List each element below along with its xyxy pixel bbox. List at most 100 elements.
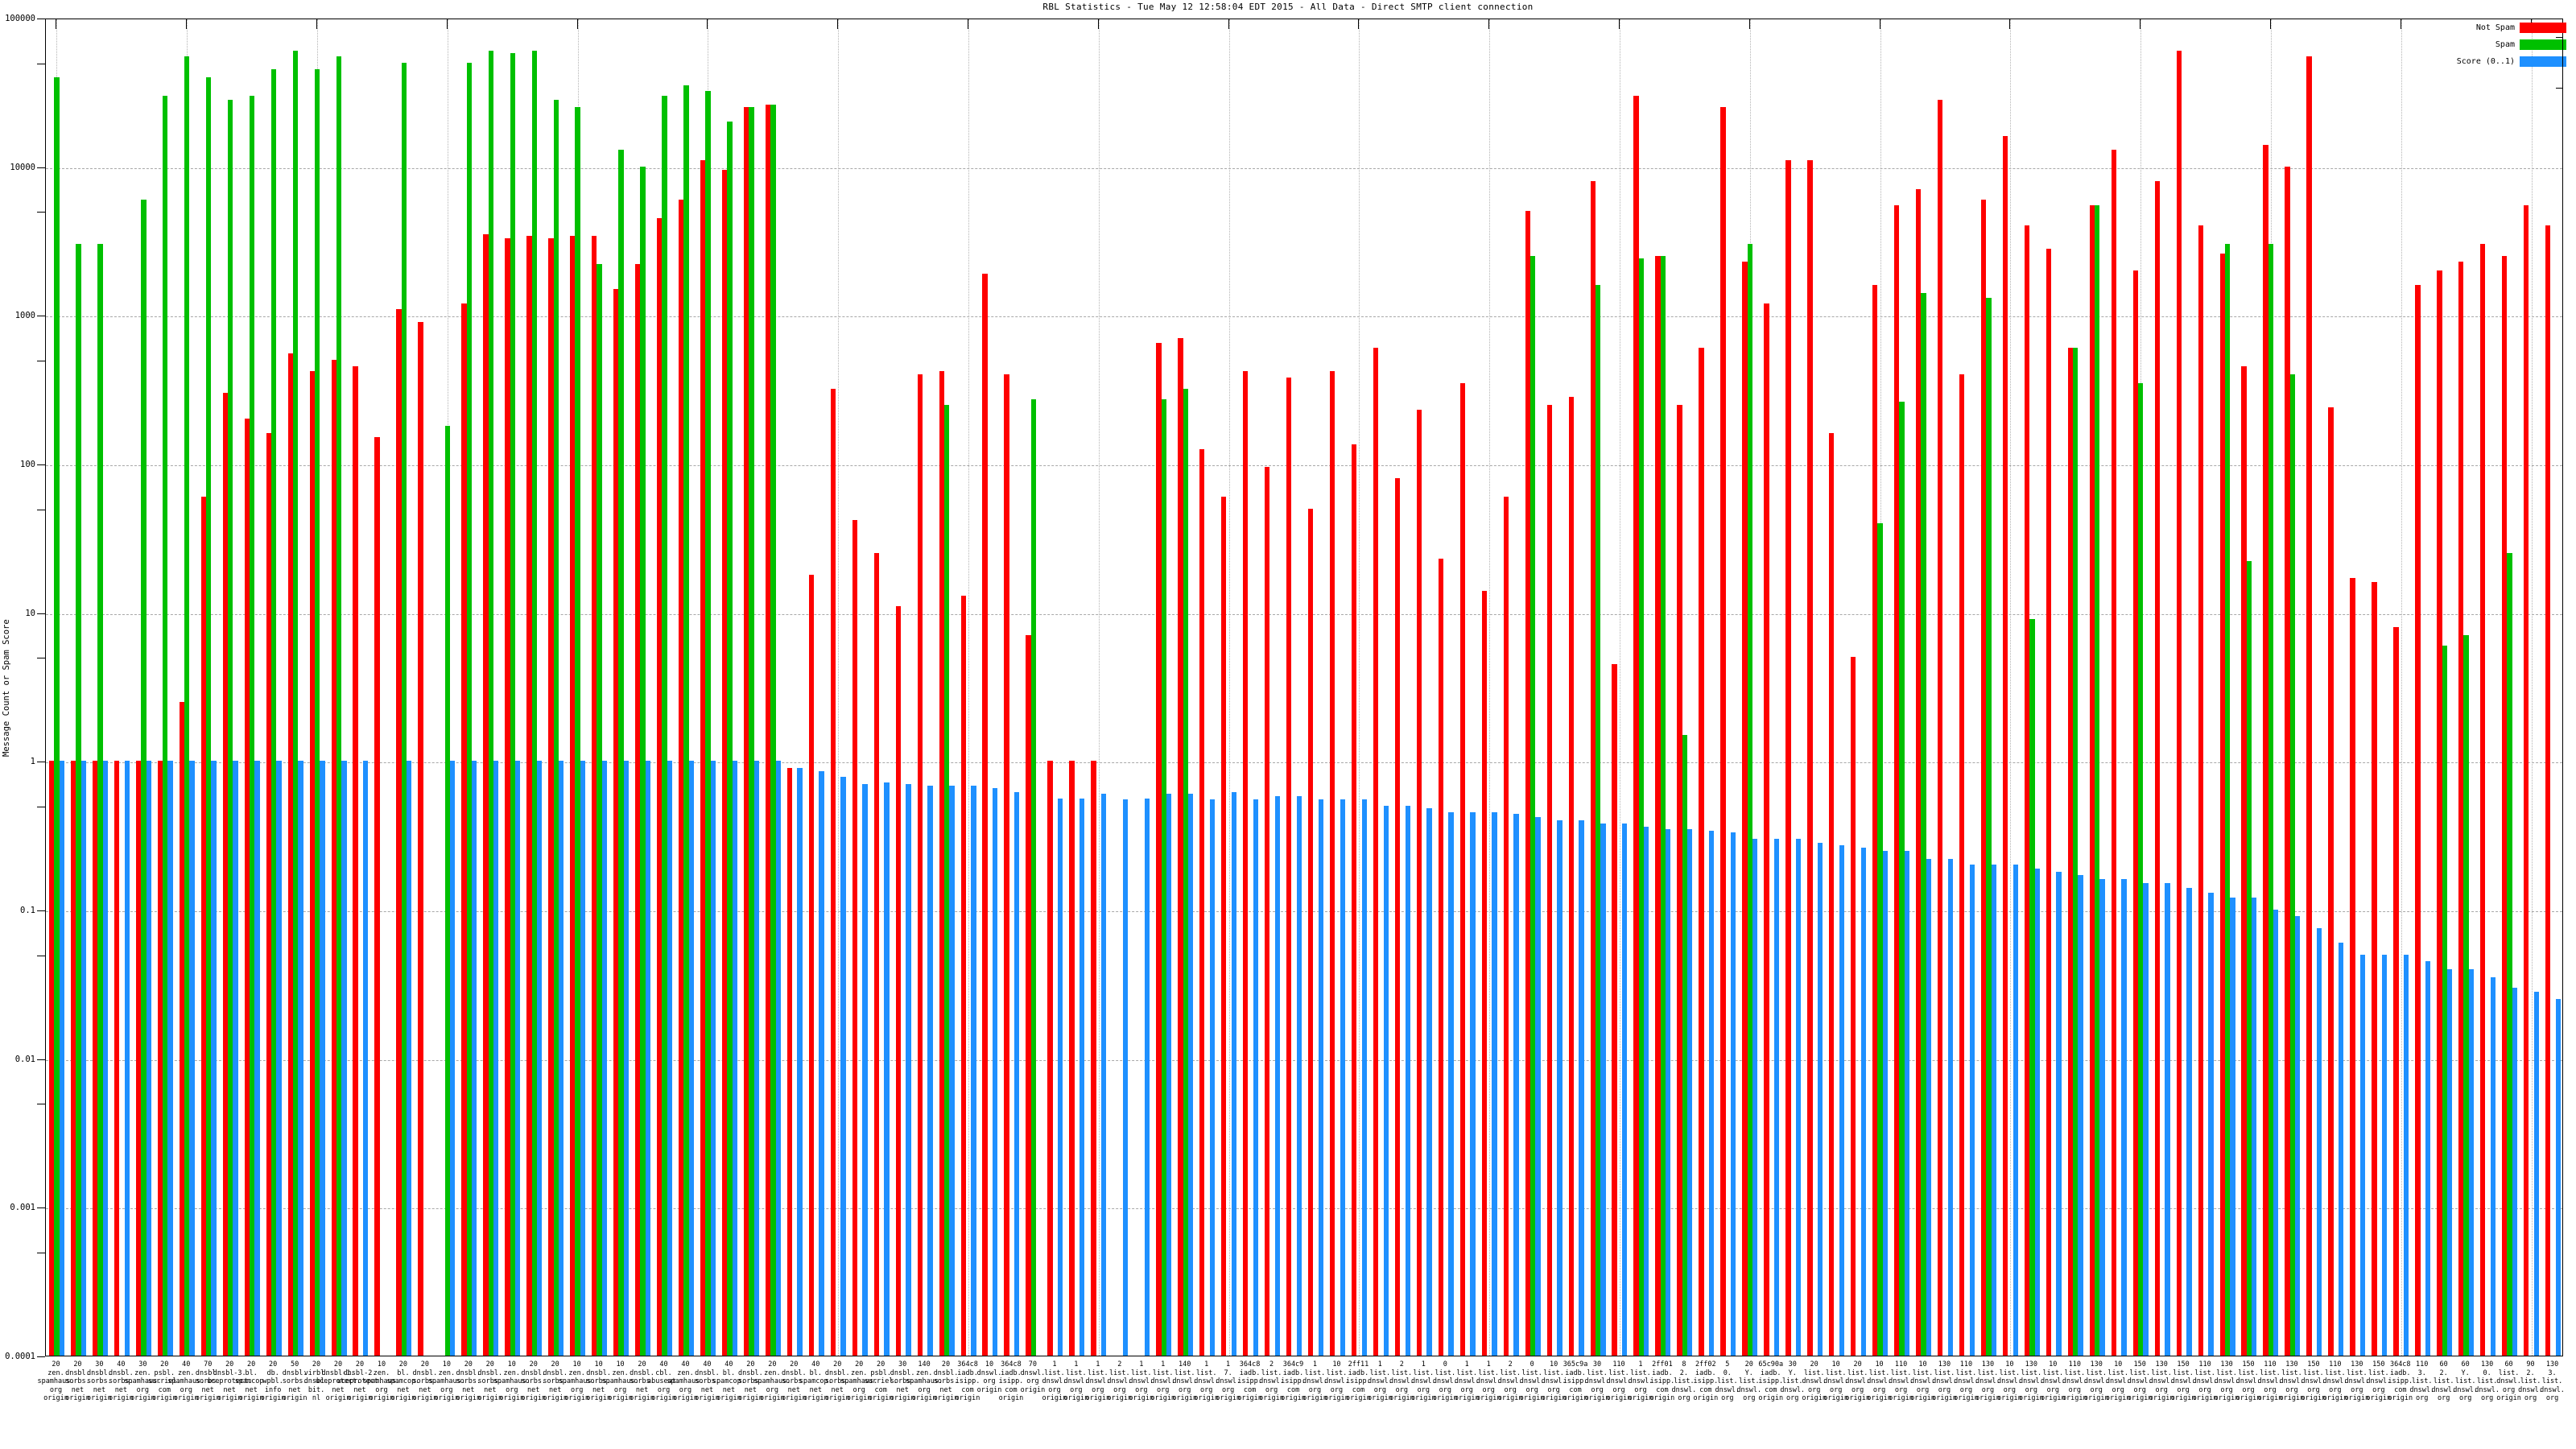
bar-notspam xyxy=(2350,578,2355,1356)
bar-group xyxy=(1717,19,1739,1356)
bar-group xyxy=(2477,19,2499,1356)
bar-score xyxy=(1817,843,1823,1356)
bar-score xyxy=(1644,827,1649,1356)
bar-score xyxy=(1666,828,1671,1356)
x-axis-label: 150 list. dnswl. org origin xyxy=(2235,1360,2261,1402)
bar-score xyxy=(2252,898,2257,1356)
bar-group xyxy=(2130,19,2152,1356)
x-axis-label: 1 list. dnswl. org origin xyxy=(1042,1360,1067,1402)
x-axis-label: 1 list. dnswl. org origin xyxy=(1628,1360,1653,1402)
bar-notspam xyxy=(244,419,250,1356)
bar-spam xyxy=(2246,561,2252,1356)
x-axis-label: 10 list. dnswl. org origin xyxy=(1997,1360,2022,1402)
x-axis-label: 10 zen. spamhaus. org origin xyxy=(362,1360,400,1402)
bar-score xyxy=(732,761,737,1356)
bar-group xyxy=(1435,19,1457,1356)
x-axis-label: 90 2. list. dnswl. org xyxy=(2518,1360,2543,1402)
bar-score xyxy=(2165,883,2170,1356)
y-axis-tick xyxy=(37,1356,45,1357)
bar-score xyxy=(102,761,108,1356)
x-axis-label: 10 list. dnswl. org origin xyxy=(2040,1360,2066,1402)
bar-score xyxy=(2446,968,2453,1356)
bar-group xyxy=(1001,19,1022,1356)
bar-score xyxy=(2121,879,2127,1356)
bar-score xyxy=(167,761,173,1356)
bar-score xyxy=(1058,798,1063,1356)
bar-notspam xyxy=(1525,211,1530,1356)
x-axis-label: 5 0. list. dnswl. org xyxy=(1715,1360,1740,1402)
bar-group xyxy=(436,19,458,1356)
bar-score xyxy=(2317,928,2322,1356)
bar-score xyxy=(146,761,151,1356)
bar-notspam xyxy=(1243,370,1249,1356)
x-axis-label: 20 dnsbl-3. uceprotect. net origin xyxy=(207,1360,253,1402)
x-axis-label: 30 dnsbl. sorbs. net origin xyxy=(890,1360,915,1402)
bar-spam xyxy=(1595,284,1601,1356)
gridline-vertical xyxy=(2401,19,2402,1356)
bar-notspam xyxy=(2241,366,2247,1356)
x-axis-label: 1 list. dnswl. org origin xyxy=(1085,1360,1111,1402)
bar-spam xyxy=(597,264,602,1356)
bar-spam xyxy=(640,166,646,1356)
x-axis-label: 364c8 iadb. isipp. com origin xyxy=(998,1360,1024,1402)
bar-notspam xyxy=(2524,204,2529,1356)
bar-notspam xyxy=(982,273,988,1356)
bar-notspam xyxy=(1178,337,1183,1356)
legend-label-spam: Spam xyxy=(2495,40,2515,49)
bar-score xyxy=(1448,812,1454,1356)
bar-spam xyxy=(531,50,537,1356)
bar-notspam xyxy=(179,701,185,1356)
bar-group xyxy=(242,19,263,1356)
x-axis-label: 110 list. dnswl. org origin xyxy=(2322,1360,2348,1402)
y-axis-tick xyxy=(37,910,45,911)
bar-score xyxy=(514,761,521,1356)
x-axis-label: 20 Y. list. dnswl. org xyxy=(1736,1360,1762,1402)
bar-score xyxy=(450,761,456,1356)
bar-group xyxy=(2412,19,2434,1356)
x-axis-label: 2 list. dnswl. org origin xyxy=(1107,1360,1133,1402)
bar-score xyxy=(862,783,868,1356)
x-axis-label: 110 list. dnswl. org origin xyxy=(1606,1360,1632,1402)
x-axis-label: 20 zen. spamhaus. org origin xyxy=(753,1360,791,1402)
bar-spam xyxy=(97,244,103,1356)
x-axis-label: 40 bl. spamcop. net origin xyxy=(712,1360,745,1402)
bar-group xyxy=(2455,19,2477,1356)
bar-score xyxy=(819,771,824,1356)
bar-notspam xyxy=(418,321,423,1356)
bar-score xyxy=(2403,954,2409,1356)
bar-score xyxy=(2099,879,2105,1356)
bar-notspam xyxy=(1416,410,1422,1356)
bar-score xyxy=(775,761,781,1356)
bar-group xyxy=(2520,19,2542,1356)
bar-score xyxy=(1730,832,1736,1356)
bar-score xyxy=(2339,942,2344,1356)
y-axis-tick-label: 100000 xyxy=(5,14,35,23)
bar-spam xyxy=(336,56,342,1356)
x-axis-label: 1 list. dnswl. org origin xyxy=(1476,1360,1501,1402)
bar-group xyxy=(2368,19,2390,1356)
bar-group xyxy=(2542,19,2562,1356)
gridline-horizontal xyxy=(46,911,2562,912)
bar-group xyxy=(502,19,523,1356)
x-axis-label: 1 list. dnswl. org origin xyxy=(1454,1360,1480,1402)
bar-group xyxy=(1566,19,1587,1356)
bar-notspam xyxy=(2002,135,2008,1356)
bar-score xyxy=(1513,814,1519,1356)
x-axis-label: 30 dnsbl. sorbs. net origin xyxy=(87,1360,112,1402)
x-axis-label: 130 list. dnswl. org origin xyxy=(1932,1360,1957,1402)
bar-score xyxy=(1340,799,1345,1356)
x-axis-label: 10 zen. spamhaus. org origin xyxy=(558,1360,596,1402)
bar-score xyxy=(1926,858,1931,1356)
gridline-vertical xyxy=(2010,19,2012,1356)
x-axis-label: 130 list. dnswl. org origin xyxy=(2149,1360,2174,1402)
bar-group xyxy=(1934,19,1956,1356)
bar-notspam xyxy=(1590,180,1596,1356)
bar-notspam xyxy=(2154,180,2160,1356)
bar-notspam xyxy=(1872,284,1878,1356)
x-axis-label: 2 list. dnswl. org origin xyxy=(1259,1360,1284,1402)
bar-notspam xyxy=(592,236,597,1356)
bar-score xyxy=(2381,954,2388,1356)
bar-spam xyxy=(1747,244,1752,1356)
bar-notspam xyxy=(2306,56,2312,1356)
bar-group xyxy=(458,19,480,1356)
